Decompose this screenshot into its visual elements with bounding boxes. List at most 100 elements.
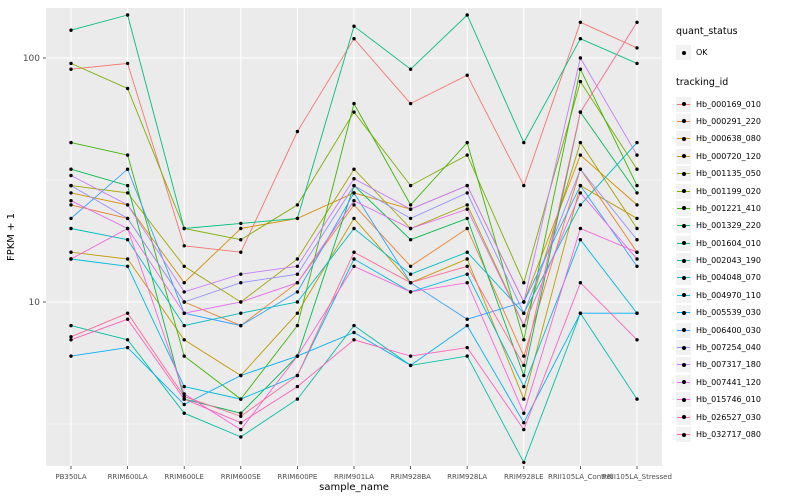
legend-key-line-icon [676, 322, 691, 338]
data-point [635, 238, 639, 242]
data-point [239, 414, 243, 418]
data-point [69, 257, 73, 261]
data-point [578, 79, 583, 84]
data-point [125, 317, 130, 321]
data-point [465, 250, 469, 254]
data-point [182, 226, 186, 231]
data-point [465, 153, 469, 157]
data-point [69, 250, 73, 254]
legend-key-line-icon [676, 96, 691, 112]
data-point [408, 238, 413, 242]
data-point [295, 300, 300, 304]
data-point [239, 221, 243, 226]
data-point [465, 207, 469, 211]
data-point [352, 330, 356, 335]
legend-key-ok-point-icon [676, 45, 691, 61]
data-point [352, 101, 356, 106]
legend-item-label: Hb_000291_220 [696, 116, 761, 126]
data-point [295, 203, 300, 207]
data-point [125, 338, 130, 342]
data-point [239, 311, 243, 315]
data-point [239, 411, 243, 415]
data-point [635, 264, 639, 268]
data-point [522, 338, 526, 342]
data-point [352, 167, 356, 171]
legend-item-Hb_026527_030: Hb_026527_030 [676, 408, 796, 425]
legend-item-Hb_004970_110: Hb_004970_110 [676, 287, 796, 304]
data-point [239, 272, 243, 276]
data-point [578, 226, 583, 231]
data-point [522, 421, 526, 425]
legend-key-line-icon [676, 235, 691, 251]
data-point [522, 363, 526, 368]
data-point [125, 264, 130, 268]
legend-key-line-icon [676, 148, 691, 164]
data-point [408, 216, 413, 221]
data-point [635, 216, 639, 221]
data-point [465, 140, 469, 145]
data-point [352, 257, 356, 261]
legend-item-Hb_001199_020: Hb_001199_020 [676, 182, 796, 199]
data-point [69, 67, 73, 71]
legend-key-line-icon [676, 131, 691, 147]
data-point [522, 140, 526, 145]
data-point [522, 427, 526, 432]
data-point [578, 110, 583, 114]
data-point [578, 183, 583, 188]
legend-item-label: Hb_000169_010 [696, 99, 761, 109]
data-point [69, 323, 73, 328]
legend-item-Hb_001329_220: Hb_001329_220 [676, 217, 796, 234]
legend-key-line-icon [676, 427, 691, 442]
legend-key-line-icon [676, 166, 691, 182]
data-point [635, 191, 639, 195]
legend-section-tracking-id: tracking_id Hb_000169_010 Hb_000291_220 Hb… [676, 77, 796, 443]
data-point [182, 397, 186, 401]
data-point [69, 183, 73, 188]
legend-key-line-icon [676, 183, 691, 199]
data-point [125, 86, 130, 91]
legend-key-line-icon [676, 340, 691, 356]
data-point [408, 183, 413, 188]
legend-tracking-items: Hb_000169_010 Hb_000291_220 Hb_000638_080 H… [676, 95, 796, 443]
legend-item-Hb_007317_180: Hb_007317_180 [676, 356, 796, 373]
data-point [125, 238, 130, 242]
data-point [182, 394, 186, 399]
data-point [352, 226, 356, 231]
data-point [295, 129, 300, 134]
data-point [408, 272, 413, 276]
data-point [635, 338, 639, 342]
legend-item-label: Hb_001135_050 [696, 169, 761, 179]
data-point [69, 173, 73, 178]
data-point [125, 61, 130, 66]
data-point [635, 140, 639, 145]
data-point [635, 183, 639, 188]
legend-item-label: Hb_015746_010 [696, 395, 761, 405]
data-point [635, 226, 639, 231]
legend-item-label: Hb_002043_190 [696, 256, 761, 266]
data-point [635, 153, 639, 157]
legend-item-Hb_000638_080: Hb_000638_080 [676, 130, 796, 147]
data-point [182, 402, 186, 407]
data-point [69, 191, 73, 195]
data-point [465, 354, 469, 358]
data-point [635, 167, 639, 171]
data-point [239, 226, 243, 231]
x-tick-label: RRII105LA_Stressed [602, 473, 672, 481]
legend-item-label: Hb_000638_080 [696, 134, 761, 144]
data-point [125, 13, 130, 17]
legend-item-Hb_001135_050: Hb_001135_050 [676, 165, 796, 182]
x-tick-label: RRIM600LE [164, 473, 204, 481]
data-point [125, 216, 130, 221]
data-point [182, 244, 186, 248]
data-point [69, 203, 73, 207]
data-point [239, 300, 243, 304]
data-point [578, 67, 583, 71]
data-point [182, 323, 186, 328]
data-point [465, 203, 469, 207]
data-point [125, 311, 130, 315]
data-point [578, 281, 583, 285]
legend-key-line-icon [676, 409, 691, 425]
legend-item-Hb_006400_030: Hb_006400_030 [676, 321, 796, 338]
data-point [465, 317, 469, 321]
data-point [465, 216, 469, 221]
